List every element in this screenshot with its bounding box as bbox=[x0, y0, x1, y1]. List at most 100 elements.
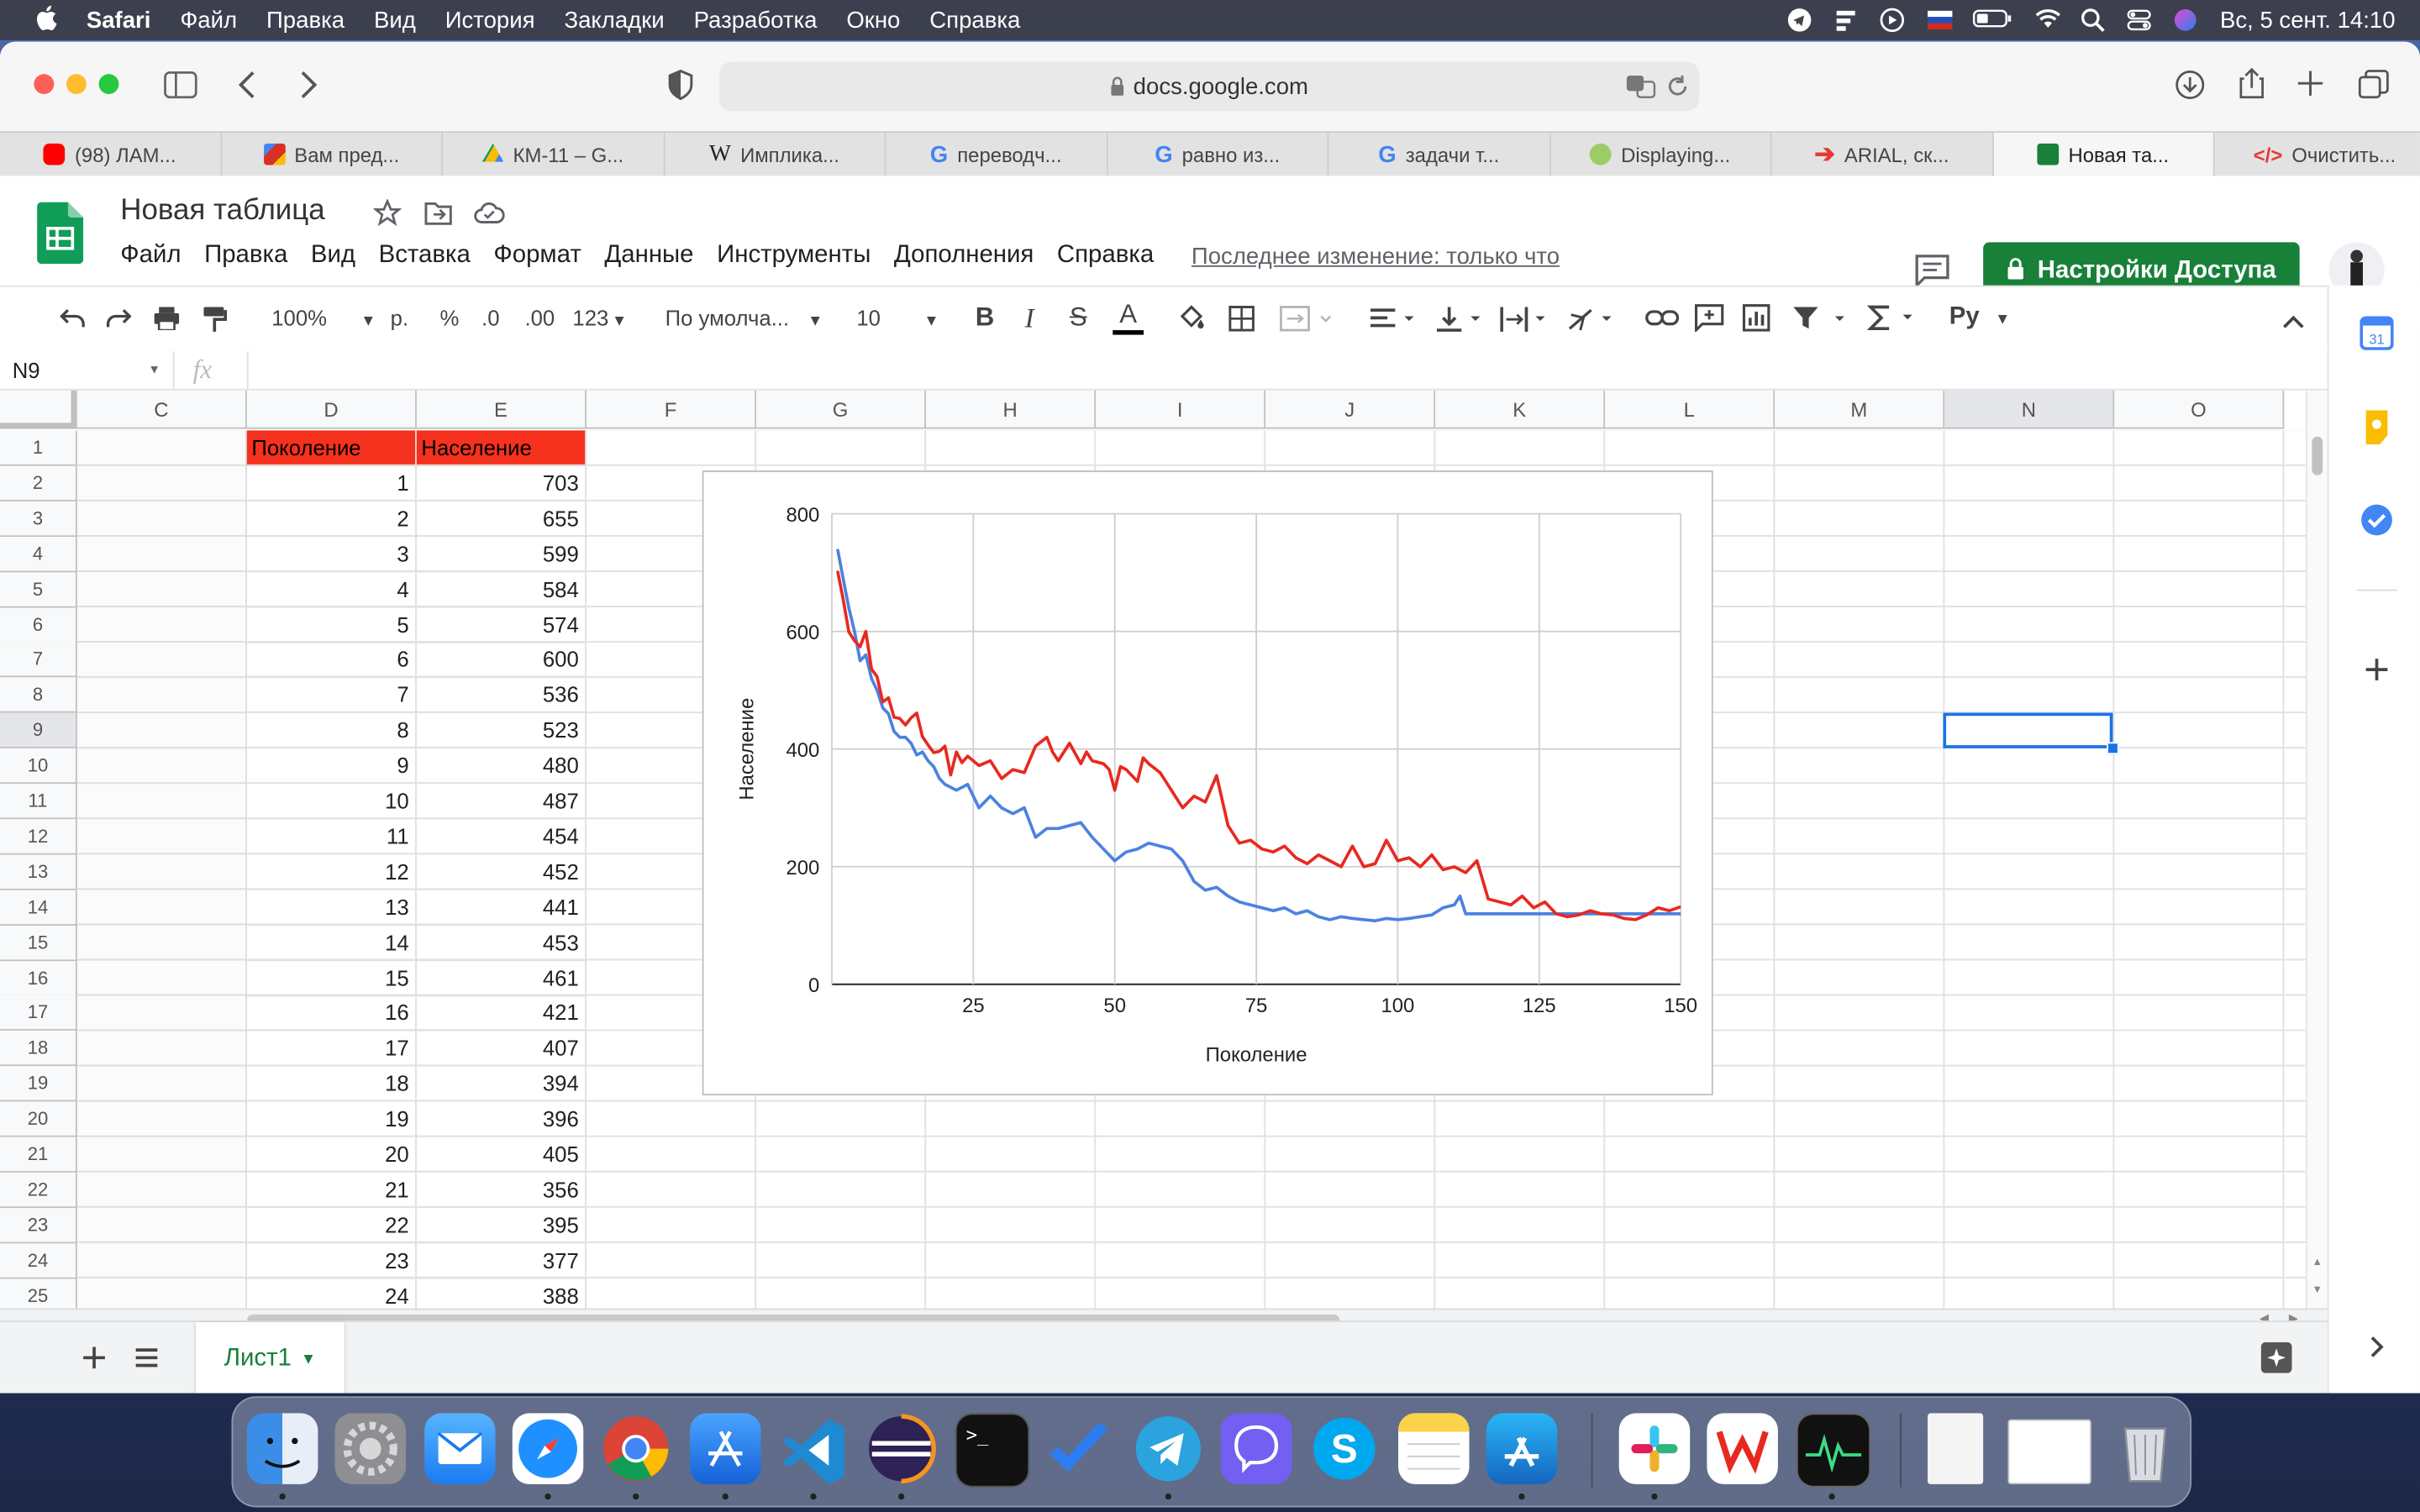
tasks-app-icon[interactable] bbox=[1044, 1413, 1114, 1483]
row-header-11[interactable]: 11 bbox=[0, 784, 77, 820]
translate-icon[interactable] bbox=[1625, 74, 1656, 105]
column-header-D[interactable]: D bbox=[246, 390, 417, 429]
menu-tools[interactable]: Инструменты bbox=[717, 242, 871, 269]
row-header-1[interactable]: 1 bbox=[0, 430, 77, 466]
menu-insert[interactable]: Вставка bbox=[378, 242, 471, 269]
wifi-icon[interactable] bbox=[2035, 8, 2061, 32]
spreadsheet-thumbnail[interactable] bbox=[2007, 1419, 2091, 1484]
cell-generation[interactable]: 16 bbox=[246, 995, 417, 1032]
row-header-24[interactable]: 24 bbox=[0, 1242, 77, 1279]
cell-population[interactable]: 388 bbox=[417, 1278, 587, 1309]
minimize-window-button[interactable] bbox=[66, 74, 87, 95]
browser-tab[interactable]: Вам пред... bbox=[222, 132, 444, 176]
viber-icon[interactable] bbox=[1220, 1413, 1292, 1484]
browser-tab[interactable]: Displaying... bbox=[1550, 132, 1772, 176]
show-side-panel-chevron-icon[interactable] bbox=[2369, 1335, 2384, 1368]
cell-generation[interactable]: 11 bbox=[246, 819, 417, 855]
decrease-decimals-button[interactable]: .0 bbox=[481, 305, 500, 331]
filter-icon[interactable] bbox=[1791, 306, 1847, 337]
row-header-16[interactable]: 16 bbox=[0, 960, 77, 996]
cell-generation[interactable]: 18 bbox=[246, 1066, 417, 1102]
cell-population[interactable]: 356 bbox=[416, 1172, 587, 1208]
column-header-J[interactable]: J bbox=[1265, 390, 1436, 429]
cell-generation[interactable]: 19 bbox=[246, 1101, 417, 1137]
row-header-13[interactable]: 13 bbox=[0, 854, 77, 890]
number-format-select[interactable]: 123 ▼ bbox=[572, 306, 627, 330]
activity-monitor-icon[interactable] bbox=[1796, 1413, 1871, 1488]
cell-generation[interactable]: 14 bbox=[246, 925, 417, 961]
cell-population[interactable]: 536 bbox=[416, 677, 587, 714]
font-size-select[interactable]: 10 ▼ bbox=[856, 306, 939, 330]
name-box[interactable]: N9 ▼ bbox=[0, 351, 175, 389]
add-sheet-plus-icon[interactable] bbox=[82, 1346, 106, 1378]
wps-office-icon[interactable] bbox=[1707, 1413, 1778, 1484]
app-store-icon[interactable] bbox=[1486, 1413, 1558, 1484]
xcode-icon[interactable] bbox=[690, 1413, 761, 1484]
column-header-K[interactable]: K bbox=[1435, 390, 1606, 429]
insert-link-icon[interactable] bbox=[1645, 307, 1680, 333]
column-header-G[interactable]: G bbox=[755, 390, 927, 429]
series-line-0[interactable] bbox=[835, 570, 1681, 921]
cell-population[interactable]: 452 bbox=[416, 854, 587, 890]
menubar-item-window[interactable]: Окно bbox=[846, 7, 901, 34]
cell-population[interactable]: 377 bbox=[416, 1242, 587, 1279]
browser-tab[interactable]: ➔ ARIAL, ск... bbox=[1772, 132, 1994, 176]
comments-icon[interactable] bbox=[1914, 253, 1951, 295]
header-cell-population[interactable]: Население bbox=[416, 430, 587, 466]
cell-generation[interactable]: 12 bbox=[246, 854, 417, 890]
siri-icon[interactable] bbox=[2174, 8, 2198, 32]
calendar-icon[interactable]: 31 bbox=[2360, 316, 2394, 359]
tasks-icon[interactable] bbox=[2360, 503, 2393, 545]
column-header-O[interactable]: O bbox=[2114, 390, 2285, 429]
row-header-22[interactable]: 22 bbox=[0, 1172, 77, 1208]
cell-generation[interactable]: 10 bbox=[246, 784, 417, 820]
browser-tab-active[interactable]: Новая та... bbox=[1993, 132, 2215, 176]
cell-population[interactable]: 655 bbox=[416, 501, 587, 537]
document-thumbnail[interactable] bbox=[1928, 1413, 1984, 1484]
all-sheets-list-icon[interactable] bbox=[134, 1347, 159, 1376]
terminal-icon[interactable]: >_ bbox=[955, 1413, 1030, 1488]
menu-help[interactable]: Справка bbox=[1056, 242, 1155, 269]
safari-icon[interactable] bbox=[512, 1413, 584, 1484]
menu-addons[interactable]: Дополнения bbox=[893, 242, 1034, 269]
column-header-L[interactable]: L bbox=[1605, 390, 1776, 429]
move-folder-icon[interactable] bbox=[424, 201, 452, 234]
insert-chart-icon[interactable] bbox=[1742, 304, 1770, 337]
row-header-12[interactable]: 12 bbox=[0, 819, 77, 855]
fill-handle[interactable] bbox=[2107, 742, 2119, 755]
row-header-4[interactable]: 4 bbox=[0, 536, 77, 572]
selected-cell-n9[interactable] bbox=[1943, 712, 2113, 748]
cell-generation[interactable]: 5 bbox=[246, 606, 417, 643]
currency-format-button[interactable]: р. bbox=[390, 305, 409, 331]
menu-view[interactable]: Вид bbox=[310, 242, 356, 269]
chrome-icon[interactable] bbox=[600, 1413, 671, 1483]
browser-tab[interactable]: W Имплика... bbox=[665, 132, 886, 176]
formula-input[interactable] bbox=[246, 351, 2317, 389]
header-cell-generation[interactable]: Поколение bbox=[246, 430, 417, 466]
population-line-chart[interactable]: 0 200 400 600 800 25 50 75 100 125 150 Поколение Нас… bbox=[702, 470, 1713, 1096]
menubar-item-view[interactable]: Вид bbox=[373, 7, 416, 34]
italic-button[interactable]: I bbox=[1024, 302, 1034, 333]
tab-overview-icon[interactable] bbox=[2358, 70, 2389, 108]
apple-icon[interactable] bbox=[34, 4, 57, 37]
vscode-icon[interactable] bbox=[778, 1413, 849, 1484]
browser-tab[interactable]: (98) ЛАМ... bbox=[0, 132, 222, 176]
row-header-21[interactable]: 21 bbox=[0, 1137, 77, 1173]
eclipse-icon[interactable] bbox=[865, 1413, 936, 1483]
cell-population[interactable]: 703 bbox=[416, 465, 587, 501]
scroll-left-icon[interactable]: ◀ bbox=[2259, 1311, 2270, 1326]
telegram-status-icon[interactable] bbox=[1788, 8, 1812, 32]
cell-population[interactable]: 394 bbox=[416, 1066, 587, 1102]
cell-generation[interactable]: 24 bbox=[247, 1278, 417, 1309]
cell-generation[interactable]: 7 bbox=[246, 677, 417, 714]
collapse-chevron-up-icon[interactable] bbox=[2281, 308, 2306, 333]
menubar-item-help[interactable]: Справка bbox=[929, 7, 1021, 34]
column-header-C[interactable]: C bbox=[76, 390, 247, 429]
cell-population[interactable]: 405 bbox=[416, 1137, 587, 1173]
share-icon[interactable] bbox=[2238, 66, 2265, 108]
cell-generation[interactable]: 15 bbox=[246, 960, 417, 996]
cell-population[interactable]: 453 bbox=[416, 925, 587, 961]
cell-generation[interactable]: 2 bbox=[246, 501, 417, 537]
